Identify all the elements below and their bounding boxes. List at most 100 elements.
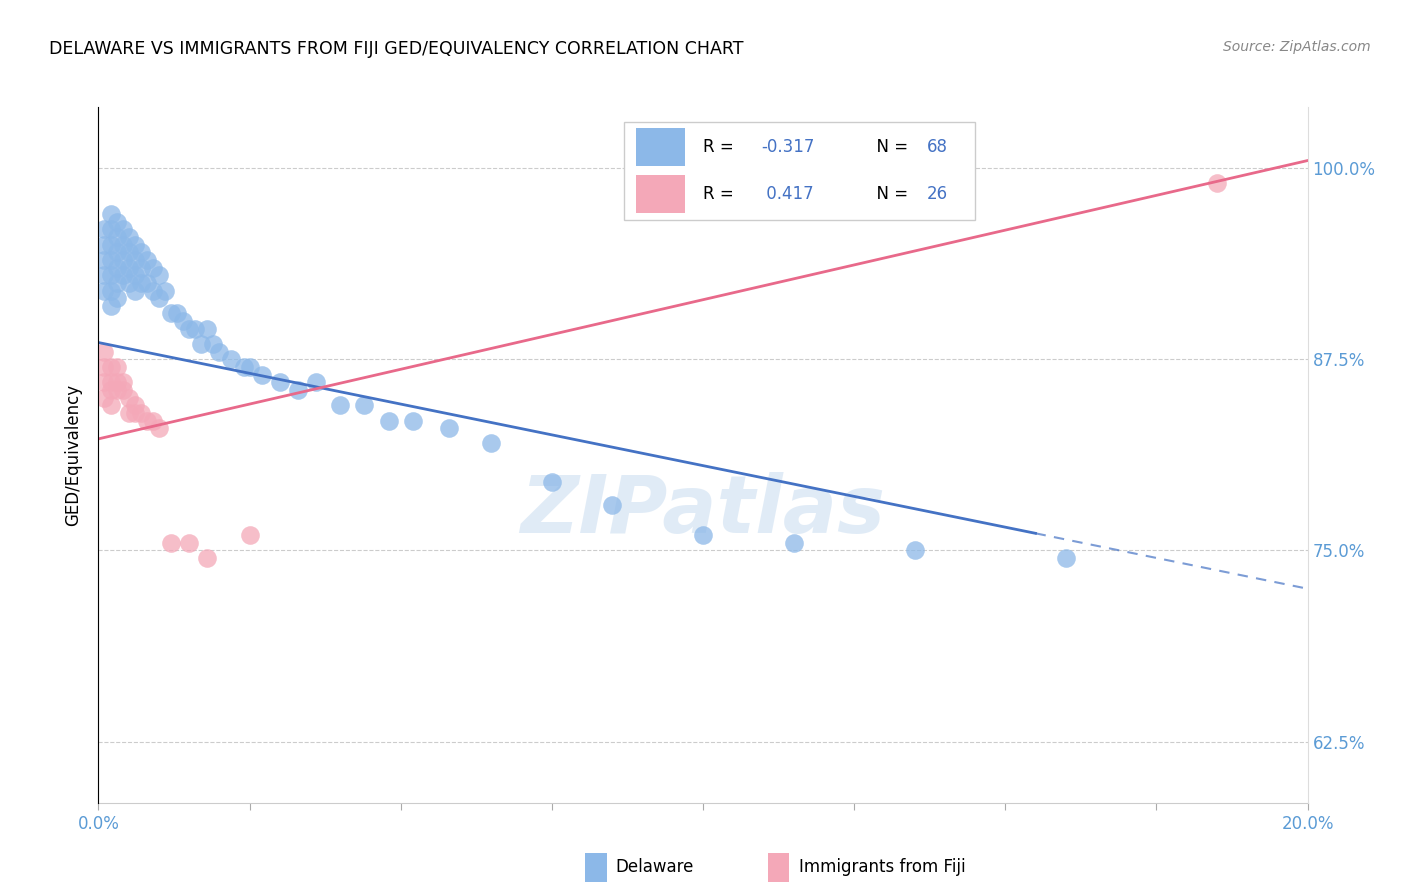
Point xyxy=(195,322,218,336)
Point xyxy=(100,222,122,236)
Point xyxy=(129,406,152,420)
Point xyxy=(100,284,122,298)
Point xyxy=(105,215,128,229)
Point xyxy=(93,237,115,252)
Point xyxy=(100,207,122,221)
Point xyxy=(118,260,141,275)
Point xyxy=(111,383,134,397)
Point xyxy=(93,222,115,236)
Text: -0.317: -0.317 xyxy=(761,137,814,156)
Point xyxy=(111,376,134,390)
Text: 26: 26 xyxy=(927,185,948,203)
Point xyxy=(179,322,201,336)
Point xyxy=(353,398,375,412)
Point xyxy=(93,359,115,374)
Point xyxy=(111,252,134,267)
Point xyxy=(287,383,309,397)
Point xyxy=(160,306,183,320)
Point xyxy=(111,237,134,252)
Point xyxy=(142,260,165,275)
Text: R =: R = xyxy=(703,137,740,156)
Point xyxy=(437,421,460,435)
Point xyxy=(239,528,262,542)
Point xyxy=(232,359,254,374)
Point xyxy=(93,391,115,405)
Point xyxy=(377,413,399,427)
Point xyxy=(105,359,128,374)
Point xyxy=(184,322,207,336)
Point xyxy=(129,260,152,275)
Point xyxy=(124,284,146,298)
Point xyxy=(100,299,122,313)
Text: ZIPatlas: ZIPatlas xyxy=(520,472,886,549)
Point xyxy=(118,245,141,260)
Point xyxy=(195,551,218,566)
Point xyxy=(124,237,146,252)
Point xyxy=(124,268,146,283)
Point xyxy=(402,413,425,427)
Point xyxy=(148,421,170,435)
Point xyxy=(202,337,225,351)
Text: N =: N = xyxy=(866,185,914,203)
Point xyxy=(208,344,231,359)
Point xyxy=(100,376,122,390)
Point xyxy=(105,383,128,397)
Point xyxy=(142,284,165,298)
Point xyxy=(190,337,212,351)
Text: DELAWARE VS IMMIGRANTS FROM FIJI GED/EQUIVALENCY CORRELATION CHART: DELAWARE VS IMMIGRANTS FROM FIJI GED/EQU… xyxy=(49,40,744,58)
Point xyxy=(105,291,128,305)
Point xyxy=(118,276,141,290)
Point xyxy=(148,291,170,305)
Point xyxy=(105,276,128,290)
Point xyxy=(250,368,273,382)
Point xyxy=(305,376,328,390)
Point xyxy=(129,276,152,290)
Point xyxy=(239,359,262,374)
Point xyxy=(692,528,714,542)
Point xyxy=(129,245,152,260)
Point xyxy=(118,230,141,244)
Text: Delaware: Delaware xyxy=(616,858,695,876)
Point xyxy=(105,230,128,244)
Text: 0.417: 0.417 xyxy=(761,185,814,203)
Point xyxy=(148,268,170,283)
Point xyxy=(93,376,115,390)
Point xyxy=(100,359,122,374)
Point xyxy=(111,222,134,236)
Point xyxy=(118,391,141,405)
Point xyxy=(124,252,146,267)
Point xyxy=(540,475,562,489)
Point xyxy=(93,284,115,298)
Y-axis label: GED/Equivalency: GED/Equivalency xyxy=(65,384,83,526)
Point xyxy=(100,383,122,397)
Point xyxy=(118,406,141,420)
Point xyxy=(100,398,122,412)
Point xyxy=(142,413,165,427)
Point xyxy=(100,237,122,252)
Point xyxy=(135,413,157,427)
FancyBboxPatch shape xyxy=(637,175,685,213)
Point xyxy=(269,376,291,390)
Point xyxy=(93,252,115,267)
Point xyxy=(124,406,146,420)
Point xyxy=(481,436,503,450)
Point xyxy=(105,376,128,390)
Point xyxy=(153,284,176,298)
Point xyxy=(166,306,188,320)
Text: Source: ZipAtlas.com: Source: ZipAtlas.com xyxy=(1223,40,1371,54)
Point xyxy=(105,260,128,275)
Point xyxy=(783,536,806,550)
Point xyxy=(160,536,183,550)
Point xyxy=(100,252,122,267)
Point xyxy=(329,398,352,412)
Point xyxy=(1206,177,1229,191)
Point xyxy=(111,268,134,283)
Text: N =: N = xyxy=(866,137,914,156)
Point xyxy=(124,398,146,412)
Point xyxy=(135,252,157,267)
Point xyxy=(93,344,115,359)
FancyBboxPatch shape xyxy=(637,128,685,166)
Point xyxy=(179,536,201,550)
Point xyxy=(172,314,194,328)
Point xyxy=(100,268,122,283)
